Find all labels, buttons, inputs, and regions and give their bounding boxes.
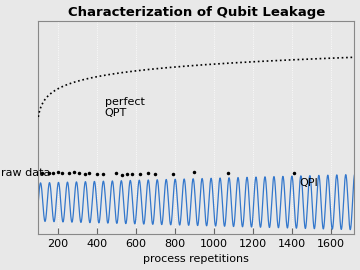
X-axis label: process repetitions: process repetitions bbox=[143, 254, 249, 264]
Title: Characterization of Qubit Leakage: Characterization of Qubit Leakage bbox=[68, 6, 325, 19]
Text: raw data: raw data bbox=[1, 168, 50, 178]
Text: perfect
QPT: perfect QPT bbox=[105, 97, 144, 118]
Text: QPI: QPI bbox=[300, 178, 319, 188]
